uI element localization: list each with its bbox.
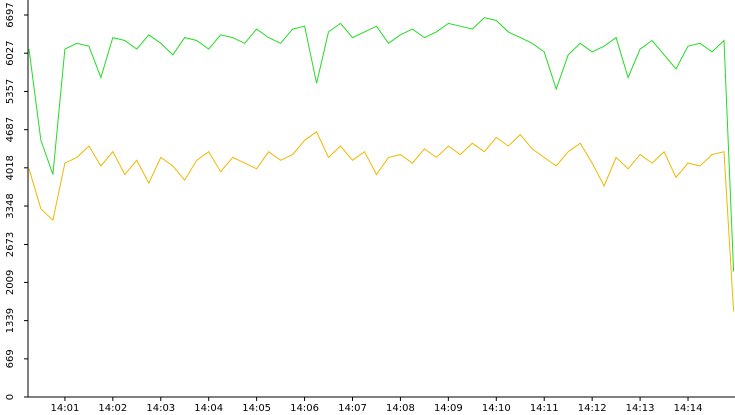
y-tick-label: 6697: [5, 2, 16, 27]
x-tick-label: 14:08: [386, 403, 415, 414]
x-tick-label: 14:05: [242, 403, 271, 414]
series-line: [28, 17, 735, 272]
x-tick-label: 14:06: [290, 403, 319, 414]
x-tick-label: 14:07: [338, 403, 367, 414]
y-tick-label: 6027: [5, 40, 16, 65]
x-tick-label: 14:11: [530, 403, 559, 414]
x-tick-label: 14:14: [674, 403, 703, 414]
y-tick-label: 0: [5, 394, 16, 400]
x-tick-label: 14:01: [50, 403, 79, 414]
x-tick-label: 14:09: [434, 403, 463, 414]
y-tick-label: 2673: [5, 232, 16, 257]
y-tick-label: 669: [5, 349, 16, 368]
y-tick-label: 4687: [5, 117, 16, 142]
y-tick-label: 2009: [5, 270, 16, 295]
x-tick-label: 14:10: [482, 403, 511, 414]
x-tick-label: 14:03: [146, 403, 175, 414]
y-tick-label: 4018: [5, 155, 16, 180]
series-line: [28, 131, 735, 312]
x-tick-label: 14:04: [194, 403, 223, 414]
x-tick-label: 14:02: [98, 403, 127, 414]
x-tick-label: 14:12: [578, 403, 607, 414]
y-tick-label: 5357: [5, 79, 16, 104]
y-tick-label: 3348: [5, 193, 16, 218]
y-tick-label: 1339: [5, 308, 16, 333]
x-tick-label: 14:13: [626, 403, 655, 414]
